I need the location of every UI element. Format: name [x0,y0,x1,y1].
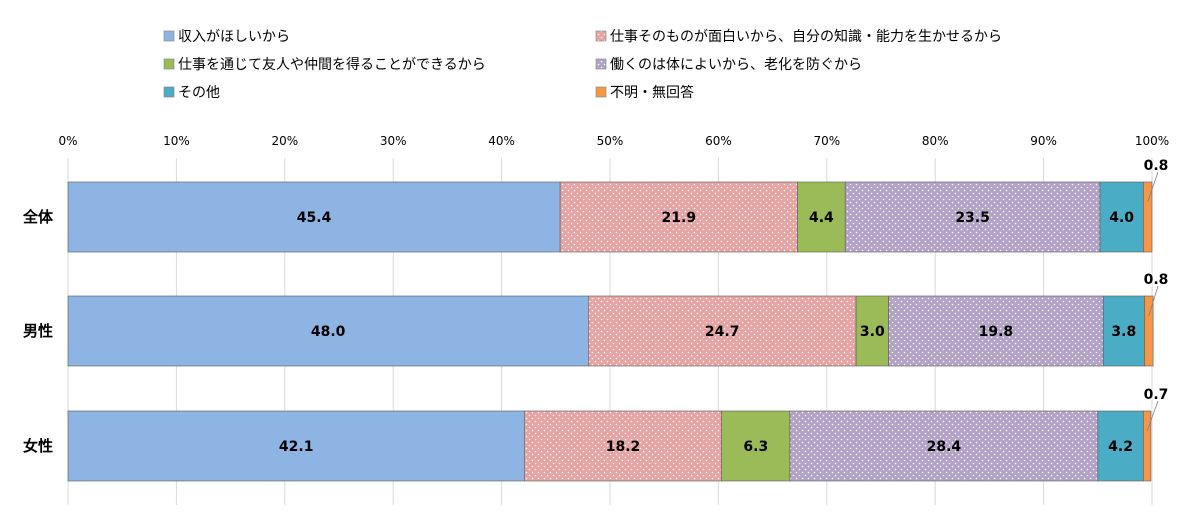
x-tick-label: 0% [58,134,77,148]
bar-segment [888,295,1104,367]
data-label: 45.4 [297,210,332,226]
bar-segment [855,295,889,367]
data-label: 3.0 [860,324,885,340]
legend-label: 仕事を通じて友人や仲間を得ることができるから [178,56,486,73]
data-label: 24.7 [705,324,740,340]
data-label: 48.0 [311,324,346,340]
data-label: 4.4 [809,210,834,226]
bar-segment [797,181,846,253]
bar-segment [1144,295,1154,367]
data-label: 28.4 [927,439,962,455]
x-tick-label: 60% [705,134,732,148]
data-label: 0.8 [1144,158,1169,174]
bar-segment [67,410,525,482]
data-label: 3.8 [1111,324,1136,340]
legend-swatch [163,58,175,70]
legend-swatch [595,86,607,98]
legend-label: 働くのは体によいから、老化を防ぐから [610,57,862,73]
bar-segment [789,410,1099,482]
data-label: 4.0 [1109,210,1134,226]
bar-segment [1097,410,1144,482]
x-tick-label: 100% [1135,134,1169,148]
data-label: 42.1 [279,439,314,455]
category-label: 全体 [22,208,54,226]
bar-segment [524,410,722,482]
data-label: 19.8 [979,324,1014,340]
leader-line [1147,171,1159,203]
x-tick-label: 40% [488,134,515,148]
bars: 45.4 21.9 4.4 23.5 4.0 0.8 48.0 24.7 3.0 19.8 3.8 0… [67,158,1169,482]
leader-line [1148,285,1159,317]
legend-label: 収入がほしいから [178,29,290,45]
data-label: 4.2 [1108,439,1133,455]
legend-swatch [163,86,175,98]
leader-line [1146,400,1159,432]
category-label: 女性 [23,437,53,455]
legend-swatch [595,30,607,42]
data-label: 21.9 [662,210,697,226]
x-tick-label: 90% [1030,134,1057,148]
bar-segment [1143,181,1153,253]
bar-segment [721,410,791,482]
bar-segment [67,181,561,253]
data-label: 6.3 [743,439,768,455]
legend-swatch [163,30,175,42]
x-tick-label: 50% [597,134,624,148]
legend-label: その他 [178,85,220,101]
x-tick-label: 20% [271,134,298,148]
legend: 収入がほしいから 仕事そのものが面白いから、自分の知識・能力を生かせるから仕事を通… [163,28,1002,101]
legend-label: 仕事そのものが面白いから、自分の知識・能力を生かせるから [610,28,1002,45]
x-tick-label: 30% [380,134,407,148]
category-label: 男性 [23,322,53,340]
bar-segment [1099,181,1144,253]
x-tick-label: 80% [922,134,949,148]
bar-segment [844,181,1101,253]
x-axis-ticks: 0% 10% 20% 30% 40% 50% 60% 70% 80% 90% 100% [58,134,1169,148]
bar-segment [559,181,798,253]
x-tick-label: 70% [813,134,840,148]
data-label: 0.7 [1144,387,1169,403]
legend-label: 不明・無回答 [610,84,694,101]
legend-swatch [595,58,607,70]
bar-segment [588,295,857,367]
bar-segment [1143,410,1152,482]
data-label: 18.2 [606,439,641,455]
x-tick-label: 10% [163,134,190,148]
data-label: 0.8 [1144,272,1169,288]
data-label: 23.5 [955,210,990,226]
